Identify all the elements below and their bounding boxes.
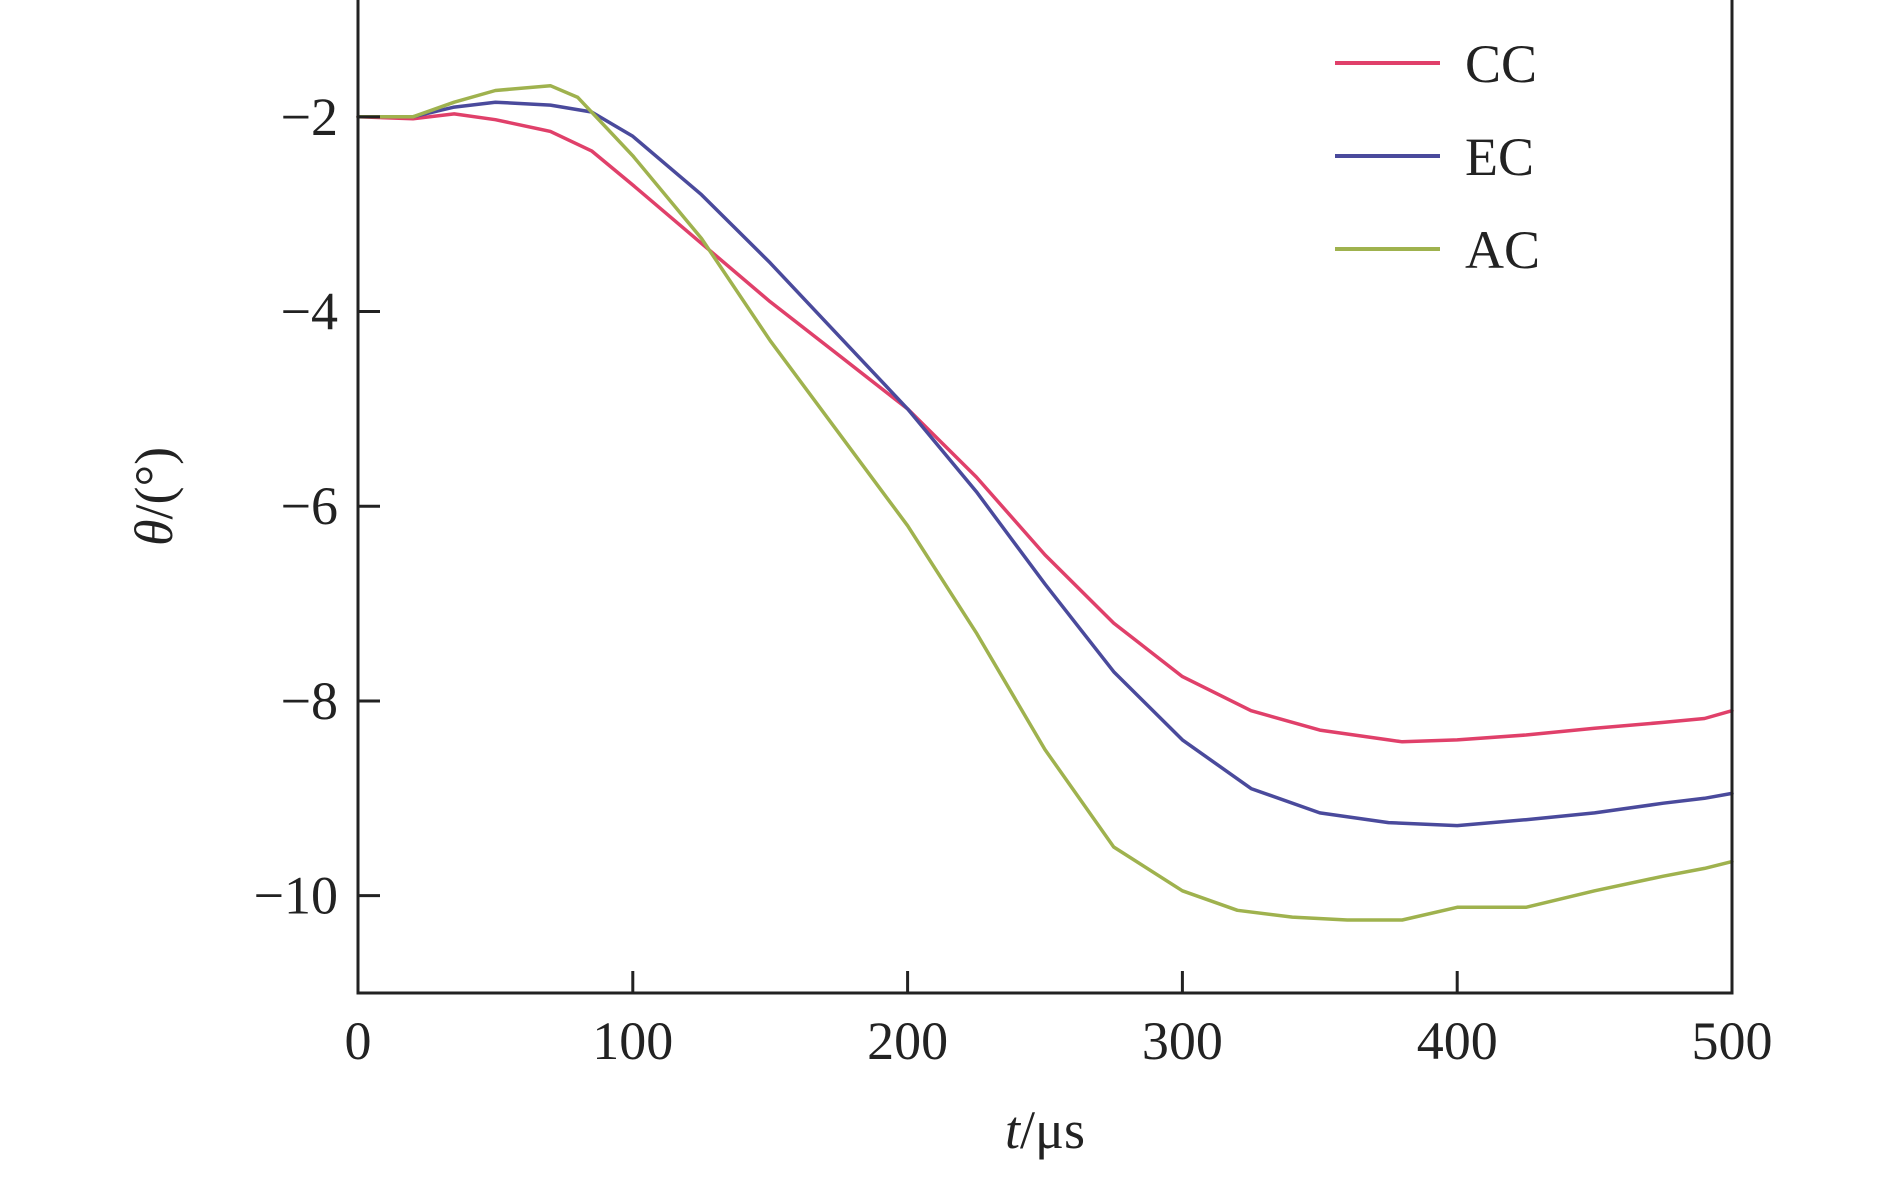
legend: CC EC AC [1335, 34, 1540, 280]
series-line-ec [356, 100, 1734, 828]
x-tick-label: 400 [1417, 1011, 1498, 1071]
tick-layer: 0 100 200 300 400 500 −2 −4 −6 −8 −10 [254, 87, 1773, 1071]
x-tick-label: 0 [345, 1011, 372, 1071]
x-tick-label: 200 [867, 1011, 948, 1071]
y-tick-label: −2 [281, 87, 338, 147]
x-tick-label: 500 [1692, 1011, 1773, 1071]
y-tick-label: −8 [281, 671, 338, 731]
legend-label-ec: EC [1465, 127, 1534, 187]
y-tick-label: −6 [281, 476, 338, 536]
x-tick-label: 300 [1142, 1011, 1223, 1071]
legend-label-cc: CC [1465, 34, 1537, 94]
x-axis-label: t/μs [1005, 1100, 1085, 1160]
series-line-ac [356, 83, 1734, 922]
x-axis-label-var: t [1005, 1100, 1022, 1160]
series-layer [356, 83, 1734, 922]
y-axis-label-unit: /(°) [124, 447, 184, 520]
x-axis-label-unit: /μs [1020, 1100, 1085, 1160]
x-tick-label: 100 [592, 1011, 673, 1071]
y-tick-label: −10 [254, 866, 338, 926]
plot-frame [356, 0, 1734, 995]
y-tick-label: −4 [281, 282, 338, 342]
legend-label-ac: AC [1465, 220, 1540, 280]
y-axis-label-var: θ [124, 520, 184, 547]
y-axis-label: θ/(°) [124, 447, 184, 546]
series-line-cc [356, 112, 1734, 744]
